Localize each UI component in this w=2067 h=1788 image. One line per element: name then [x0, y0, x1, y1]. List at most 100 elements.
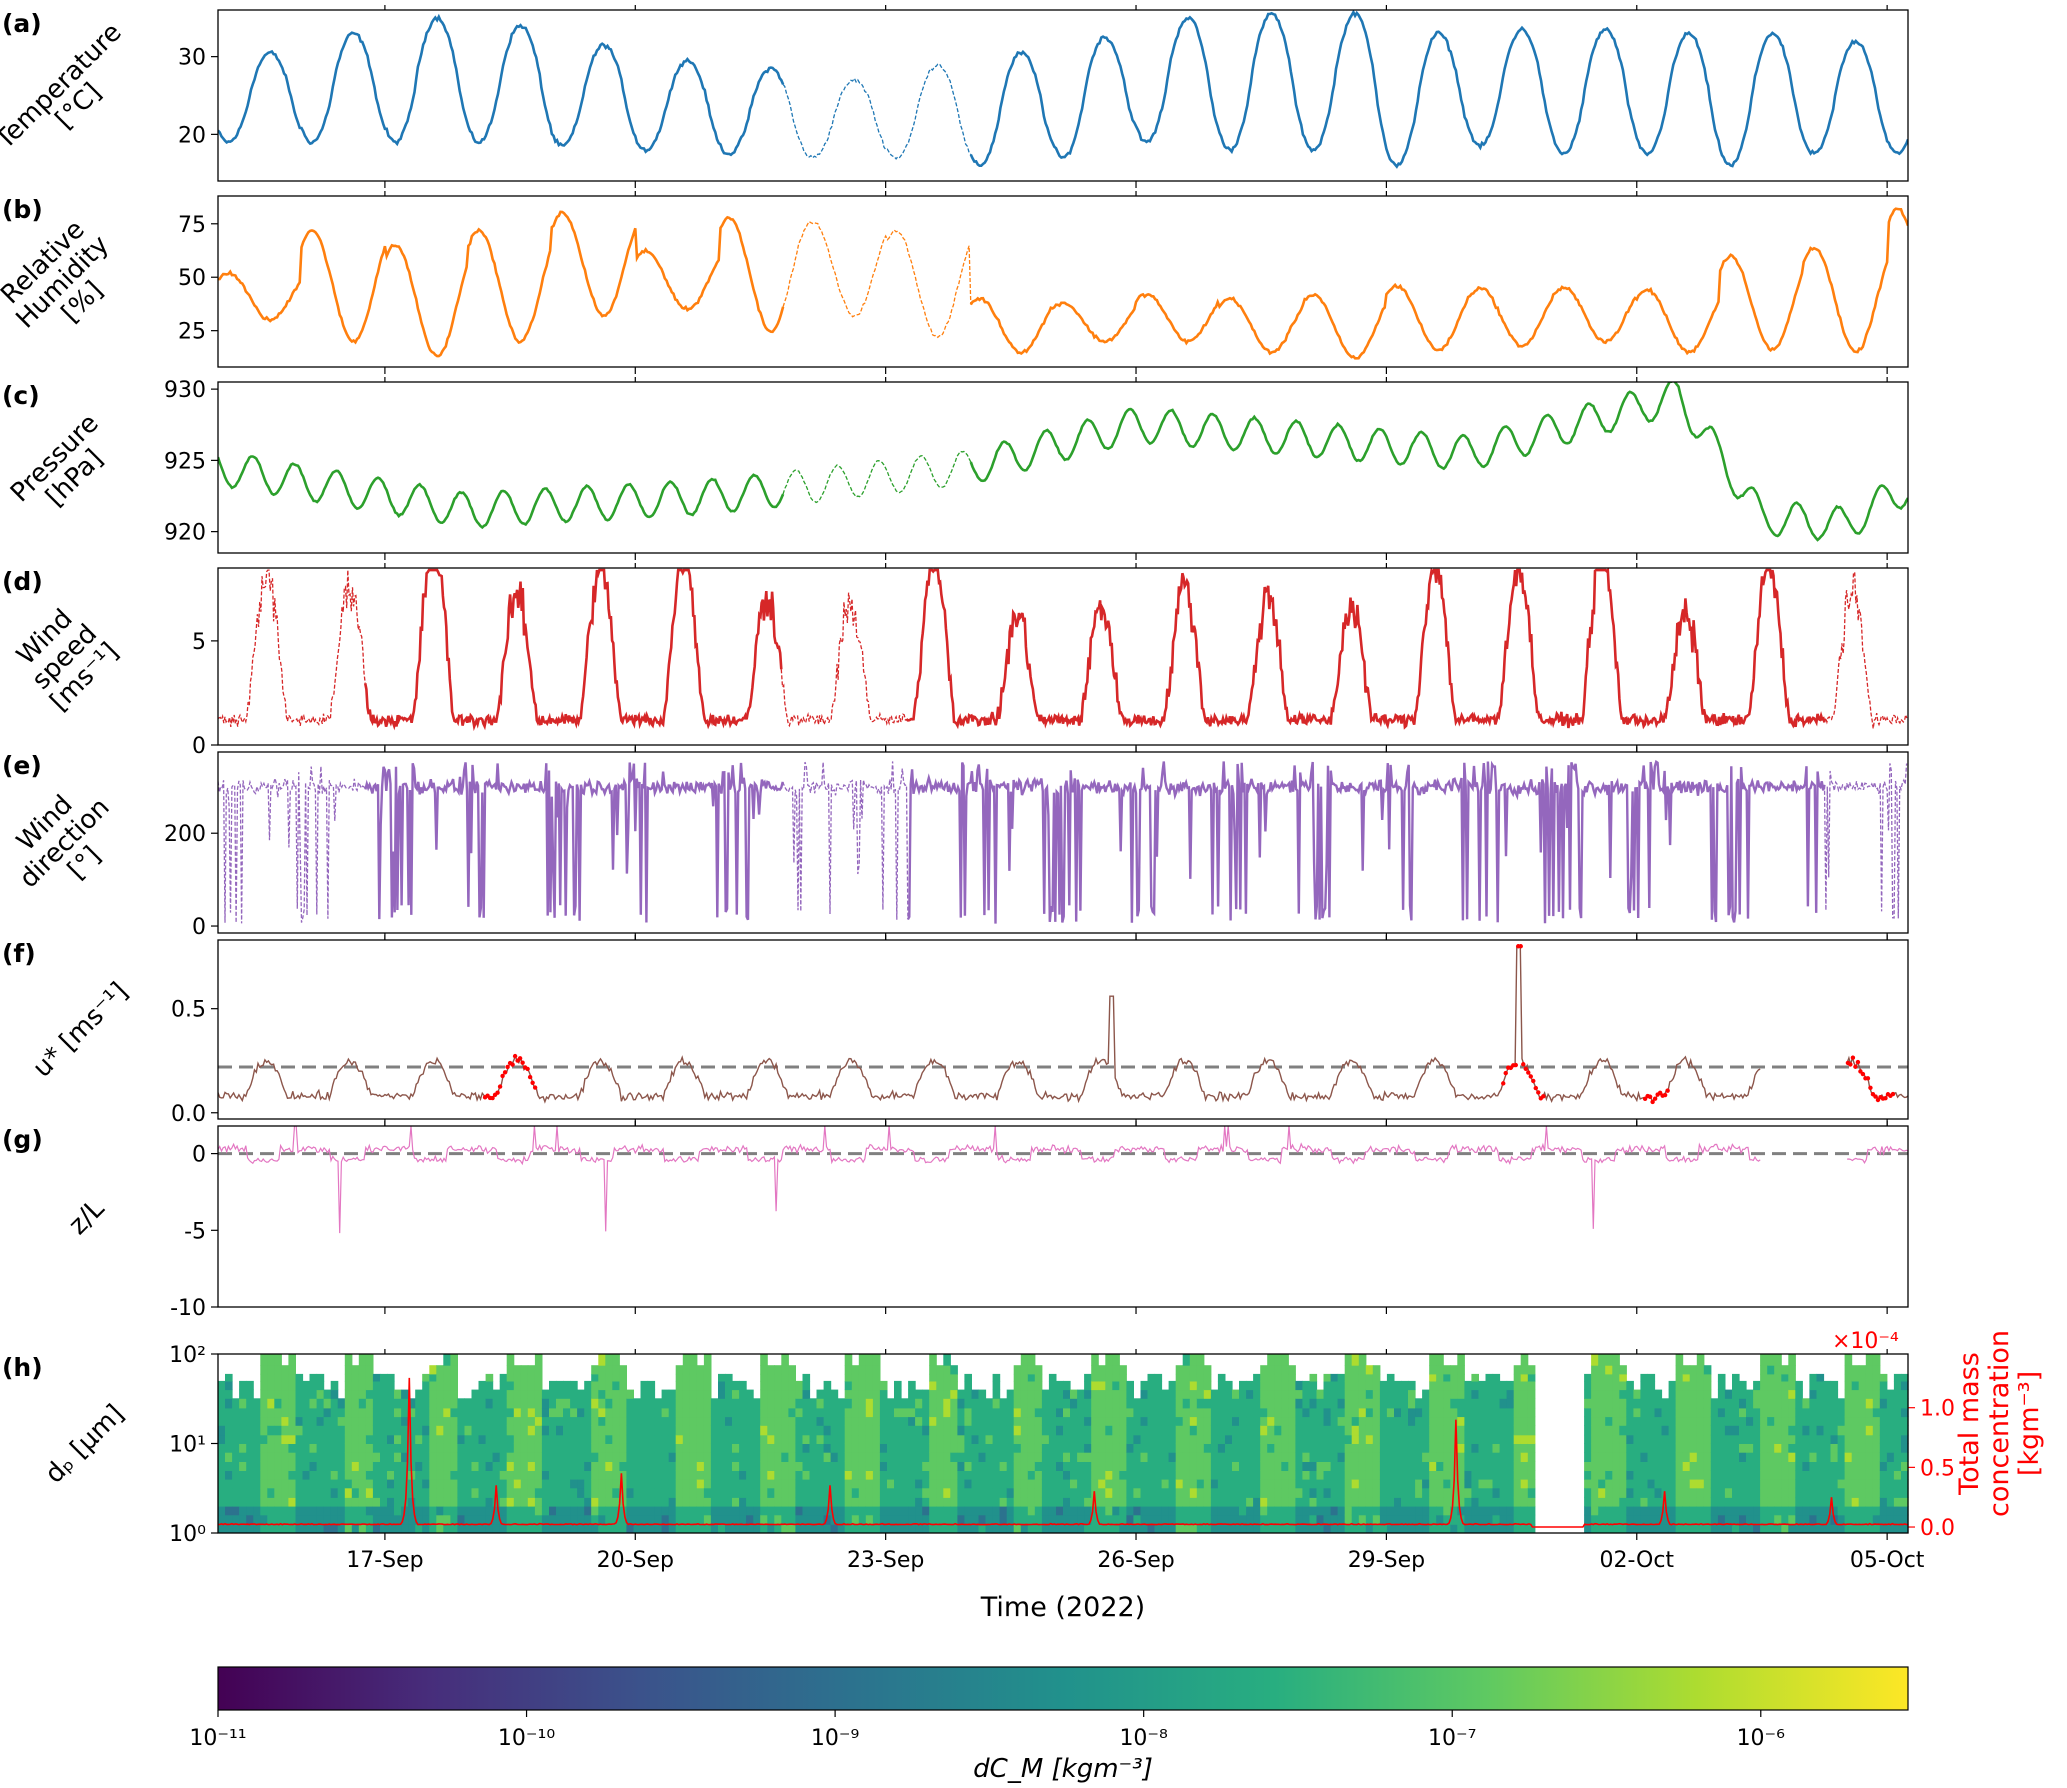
- heatmap-cell: [1858, 1389, 1867, 1399]
- heatmap-cell: [647, 1487, 656, 1498]
- heatmap-cell: [1351, 1425, 1360, 1436]
- heatmap-cell: [1675, 1452, 1684, 1462]
- heatmap-cell: [1591, 1461, 1599, 1471]
- heatmap-cell: [1189, 1479, 1198, 1489]
- heatmap-cell: [1161, 1514, 1170, 1525]
- heatmap-cell: [1788, 1487, 1796, 1498]
- heatmap-cell: [1837, 1506, 1846, 1516]
- heatmap-cell: [675, 1514, 684, 1525]
- heatmap-cell: [563, 1470, 571, 1480]
- heatmap-cell: [823, 1416, 832, 1426]
- heatmap-cell: [577, 1425, 585, 1436]
- heatmap-cell: [1203, 1479, 1212, 1489]
- heatmap-cell: [1605, 1487, 1613, 1498]
- heatmap-cell: [612, 1452, 620, 1462]
- heatmap-cell: [1781, 1452, 1789, 1462]
- heatmap-cell: [527, 1407, 536, 1418]
- heatmap-cell: [1013, 1425, 1022, 1436]
- heatmap-cell: [1316, 1443, 1325, 1453]
- heatmap-cell: [626, 1416, 634, 1426]
- heatmap-cell: [1795, 1514, 1803, 1525]
- heatmap-cell: [1633, 1416, 1641, 1426]
- heatmap-cell: [978, 1443, 987, 1453]
- heatmap-cell: [675, 1497, 684, 1507]
- heatmap-cell: [795, 1506, 803, 1516]
- heatmap-cell: [858, 1389, 867, 1399]
- heatmap-cell: [408, 1452, 416, 1462]
- heatmap-cell: [1126, 1479, 1134, 1489]
- heatmap-cell: [450, 1380, 458, 1391]
- heatmap-cell: [887, 1470, 895, 1480]
- heatmap-cell: [872, 1479, 881, 1489]
- heatmap-cell: [682, 1380, 691, 1391]
- heatmap-cell: [1105, 1398, 1113, 1409]
- heatmap-cell: [1041, 1497, 1050, 1507]
- heatmap-cell: [1281, 1461, 1289, 1471]
- heatmap-cell: [922, 1425, 930, 1436]
- heatmap-cell: [1527, 1479, 1536, 1489]
- heatmap-cell: [309, 1524, 318, 1534]
- heatmap-cell: [415, 1443, 423, 1453]
- heatmap-cell: [1217, 1425, 1226, 1436]
- heatmap-cell: [1330, 1487, 1339, 1498]
- heatmap-cell: [1732, 1434, 1740, 1444]
- heatmap-cell: [1696, 1514, 1705, 1525]
- heatmap-cell: [1584, 1514, 1592, 1525]
- heatmap-cell: [760, 1497, 768, 1507]
- heatmap-cell: [1351, 1443, 1360, 1453]
- heatmap-cell: [541, 1443, 550, 1453]
- heatmap-cell: [760, 1373, 768, 1382]
- heatmap-cell: [1302, 1506, 1310, 1516]
- heatmap-cell: [1654, 1524, 1663, 1534]
- heatmap-cell: [1886, 1506, 1895, 1516]
- heatmap-cell: [1739, 1479, 1747, 1489]
- heatmap-cell: [1464, 1416, 1472, 1426]
- heatmap-cell: [929, 1514, 937, 1525]
- heatmap-cell: [1309, 1373, 1318, 1382]
- heatmap-cell: [1436, 1461, 1444, 1471]
- heatmap-cell: [1147, 1497, 1156, 1507]
- heatmap-cell: [1140, 1479, 1149, 1489]
- heatmap-cell: [1471, 1479, 1479, 1489]
- x-tick-label: 05-Oct: [1850, 1548, 1925, 1573]
- heatmap-cell: [295, 1461, 304, 1471]
- heatmap-cell: [1034, 1416, 1043, 1426]
- heatmap-cell: [1682, 1506, 1691, 1516]
- heatmap-cell: [429, 1373, 437, 1382]
- heatmap-cell: [1753, 1398, 1761, 1409]
- heatmap-cell: [851, 1416, 860, 1426]
- heatmap-cell: [1872, 1470, 1881, 1480]
- y-axis-label: Winddirection[°]: [0, 773, 135, 914]
- heatmap-cell: [1429, 1425, 1437, 1436]
- heatmap-cell: [1119, 1434, 1127, 1444]
- heatmap-cell: [626, 1452, 634, 1462]
- heatmap-cell: [1598, 1434, 1606, 1444]
- heatmap-cell: [746, 1524, 754, 1534]
- heatmap-cell: [844, 1407, 853, 1418]
- heatmap-cell: [1823, 1452, 1832, 1462]
- heatmap-cell: [534, 1452, 543, 1462]
- heatmap-cell: [901, 1524, 909, 1534]
- heatmap-cell: [351, 1425, 360, 1436]
- heatmap-cell: [267, 1425, 275, 1436]
- heatmap-cell: [1161, 1479, 1170, 1489]
- heatmap-cell: [1443, 1443, 1451, 1453]
- heatmap-cell: [1182, 1514, 1191, 1525]
- heatmap-cell: [1879, 1398, 1888, 1409]
- heatmap-cell: [1365, 1497, 1374, 1507]
- heatmap-cell: [647, 1407, 656, 1418]
- heatmap-cell: [929, 1452, 937, 1462]
- heatmap-cell: [1781, 1407, 1789, 1418]
- heatmap-cell: [1175, 1497, 1184, 1507]
- heatmap-cell: [225, 1461, 233, 1471]
- heatmap-cell: [394, 1434, 402, 1444]
- heatmap-cell: [957, 1407, 965, 1418]
- heatmap-cell: [274, 1452, 282, 1462]
- heatmap-cell: [1478, 1514, 1487, 1525]
- heatmap-cell: [992, 1389, 1001, 1399]
- heatmap-cell: [950, 1380, 958, 1391]
- heatmap-cell: [351, 1365, 360, 1375]
- heatmap-cell: [964, 1487, 972, 1498]
- heatmap-cell: [1309, 1416, 1318, 1426]
